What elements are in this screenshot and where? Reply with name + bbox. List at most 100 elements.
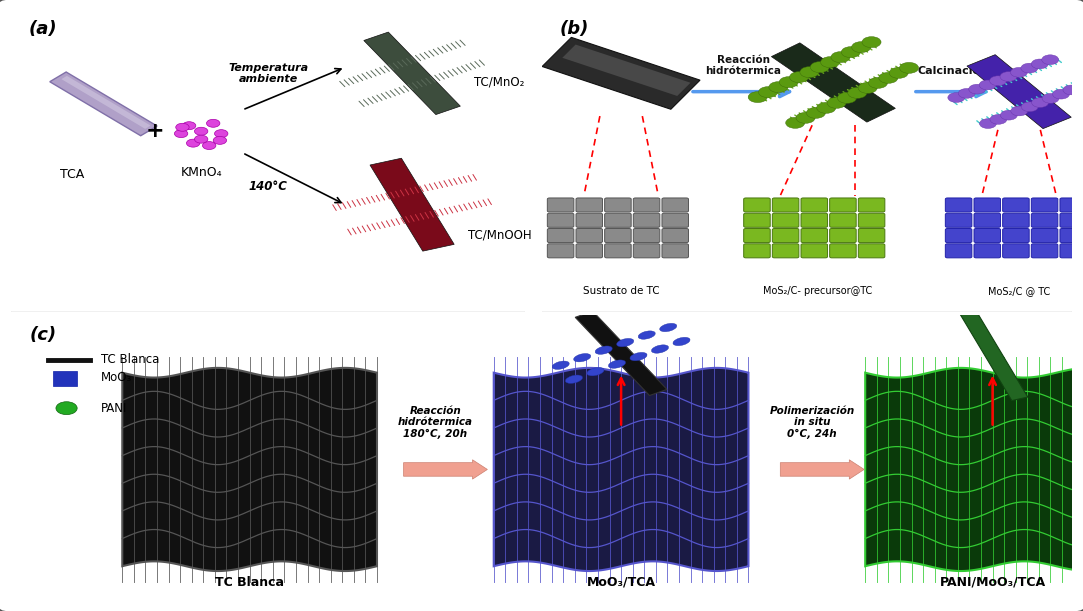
Text: (a): (a) xyxy=(29,20,57,38)
Ellipse shape xyxy=(616,338,634,347)
Polygon shape xyxy=(50,72,157,136)
Circle shape xyxy=(56,402,77,415)
FancyBboxPatch shape xyxy=(634,213,660,227)
FancyBboxPatch shape xyxy=(576,198,602,212)
Polygon shape xyxy=(865,368,1083,571)
FancyBboxPatch shape xyxy=(540,5,1073,312)
Ellipse shape xyxy=(552,361,570,370)
FancyBboxPatch shape xyxy=(547,244,574,258)
Circle shape xyxy=(851,42,871,53)
Circle shape xyxy=(796,112,815,123)
FancyBboxPatch shape xyxy=(945,229,971,243)
FancyBboxPatch shape xyxy=(604,213,631,227)
Text: 140°C: 140°C xyxy=(249,180,287,193)
Ellipse shape xyxy=(673,337,690,346)
Circle shape xyxy=(1042,55,1059,65)
Circle shape xyxy=(174,130,187,137)
FancyBboxPatch shape xyxy=(662,229,689,243)
Circle shape xyxy=(1062,85,1080,95)
Polygon shape xyxy=(364,32,460,114)
Text: Sustrato de TC: Sustrato de TC xyxy=(583,287,660,296)
Circle shape xyxy=(990,114,1007,124)
FancyBboxPatch shape xyxy=(801,229,827,243)
FancyBboxPatch shape xyxy=(830,198,857,212)
Circle shape xyxy=(1001,111,1017,120)
Circle shape xyxy=(979,80,996,90)
Text: Calcinación: Calcinación xyxy=(917,67,989,76)
Text: TC Blanca: TC Blanca xyxy=(101,353,159,367)
Bar xyxy=(53,371,77,386)
Polygon shape xyxy=(122,368,377,571)
FancyBboxPatch shape xyxy=(801,213,827,227)
Text: KMnO₄: KMnO₄ xyxy=(181,166,222,180)
Circle shape xyxy=(837,92,857,103)
Circle shape xyxy=(900,62,918,73)
FancyBboxPatch shape xyxy=(1031,198,1058,212)
Text: Polimerización
in situ
0°C, 24h: Polimerización in situ 0°C, 24h xyxy=(770,406,854,439)
FancyBboxPatch shape xyxy=(604,244,631,258)
Polygon shape xyxy=(771,43,896,122)
Circle shape xyxy=(841,46,860,57)
Text: MoS₂/C @ TC: MoS₂/C @ TC xyxy=(988,287,1051,296)
Circle shape xyxy=(203,142,216,150)
Circle shape xyxy=(175,123,190,131)
Circle shape xyxy=(182,122,196,130)
Circle shape xyxy=(831,51,850,62)
FancyBboxPatch shape xyxy=(772,213,799,227)
FancyBboxPatch shape xyxy=(1003,198,1029,212)
Polygon shape xyxy=(562,45,691,96)
Circle shape xyxy=(748,92,767,103)
Circle shape xyxy=(1021,102,1039,112)
Circle shape xyxy=(889,67,909,78)
Text: Temperatura
ambiente: Temperatura ambiente xyxy=(229,62,308,84)
Ellipse shape xyxy=(574,354,590,362)
Circle shape xyxy=(878,72,898,83)
FancyBboxPatch shape xyxy=(830,213,857,227)
FancyBboxPatch shape xyxy=(1003,244,1029,258)
FancyBboxPatch shape xyxy=(604,229,631,243)
FancyBboxPatch shape xyxy=(945,244,971,258)
Circle shape xyxy=(1021,63,1038,73)
FancyBboxPatch shape xyxy=(1060,198,1083,212)
Circle shape xyxy=(979,119,996,128)
Circle shape xyxy=(195,127,208,135)
Circle shape xyxy=(186,139,200,147)
FancyBboxPatch shape xyxy=(830,229,857,243)
FancyBboxPatch shape xyxy=(576,244,602,258)
FancyBboxPatch shape xyxy=(744,229,770,243)
Ellipse shape xyxy=(609,360,626,368)
FancyArrow shape xyxy=(404,459,487,479)
Polygon shape xyxy=(370,158,454,251)
FancyBboxPatch shape xyxy=(974,229,1001,243)
FancyBboxPatch shape xyxy=(576,213,602,227)
Text: (c): (c) xyxy=(29,326,56,344)
FancyBboxPatch shape xyxy=(634,198,660,212)
Circle shape xyxy=(790,71,809,82)
FancyBboxPatch shape xyxy=(945,198,971,212)
FancyBboxPatch shape xyxy=(1003,213,1029,227)
Circle shape xyxy=(1010,106,1028,116)
Text: Reacción
hidrótermica: Reacción hidrótermica xyxy=(705,55,781,76)
Polygon shape xyxy=(575,311,667,395)
FancyBboxPatch shape xyxy=(662,213,689,227)
FancyBboxPatch shape xyxy=(772,244,799,258)
FancyBboxPatch shape xyxy=(945,213,971,227)
Circle shape xyxy=(848,87,866,98)
FancyBboxPatch shape xyxy=(830,244,857,258)
Polygon shape xyxy=(543,37,700,109)
Text: TC Blanca: TC Blanca xyxy=(216,576,284,589)
Circle shape xyxy=(948,93,965,103)
Circle shape xyxy=(1010,67,1028,77)
FancyBboxPatch shape xyxy=(859,213,885,227)
FancyBboxPatch shape xyxy=(10,5,526,312)
FancyBboxPatch shape xyxy=(547,213,574,227)
Circle shape xyxy=(207,119,220,127)
FancyBboxPatch shape xyxy=(744,198,770,212)
Circle shape xyxy=(213,136,226,144)
Circle shape xyxy=(968,84,986,94)
FancyBboxPatch shape xyxy=(662,244,689,258)
Circle shape xyxy=(1042,93,1059,103)
Text: MoO₃: MoO₃ xyxy=(101,371,132,384)
Text: MoS₂/C- precursor@TC: MoS₂/C- precursor@TC xyxy=(762,287,872,296)
Circle shape xyxy=(1053,89,1070,99)
